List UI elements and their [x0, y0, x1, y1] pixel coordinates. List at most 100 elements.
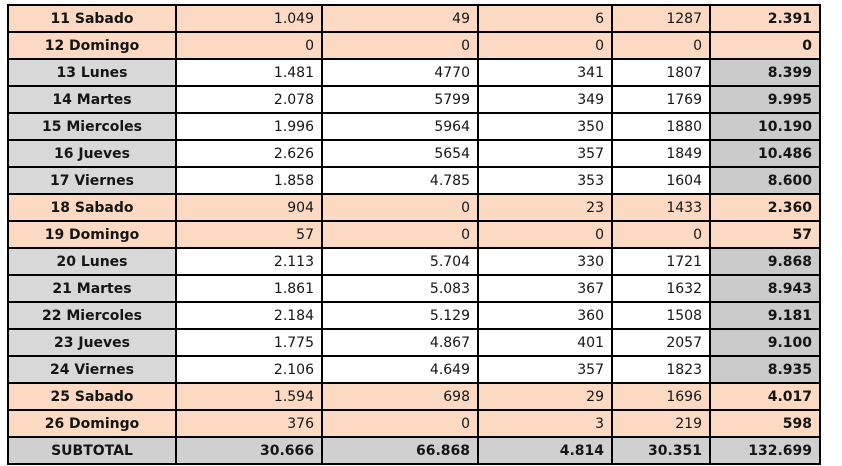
value-cell: 1823: [611, 355, 711, 384]
row-total-cell: 4.017: [709, 382, 821, 411]
value-cell: 1.049: [175, 4, 323, 33]
value-cell: 330: [477, 247, 613, 276]
value-cell: 0: [611, 31, 711, 60]
table-row: 12 Domingo 0 0 0 0 0: [7, 31, 821, 60]
value-cell: 0: [477, 220, 613, 249]
day-label-cell: 15 Miercoles: [7, 112, 177, 141]
table-row: 18 Sabado 904 0 23 1433 2.360: [7, 193, 821, 222]
value-cell: 1.594: [175, 382, 323, 411]
table-row: 21 Martes 1.861 5.083 367 1632 8.943: [7, 274, 821, 303]
value-cell: 5799: [321, 85, 479, 114]
value-cell: 367: [477, 274, 613, 303]
value-cell: 57: [175, 220, 323, 249]
table-row: 20 Lunes 2.113 5.704 330 1721 9.868: [7, 247, 821, 276]
table-row: 25 Sabado 1.594 698 29 1696 4.017: [7, 382, 821, 411]
value-cell: 1632: [611, 274, 711, 303]
table-row: 11 Sabado 1.049 49 6 1287 2.391: [7, 4, 821, 33]
table-row: 26 Domingo 376 0 3 219 598: [7, 409, 821, 438]
value-cell: 1.481: [175, 58, 323, 87]
row-total-cell: 9.100: [709, 328, 821, 357]
day-label-cell: 21 Martes: [7, 274, 177, 303]
day-label-cell: 24 Viernes: [7, 355, 177, 384]
value-cell: 1880: [611, 112, 711, 141]
value-cell: 5.129: [321, 301, 479, 330]
value-cell: 5.083: [321, 274, 479, 303]
row-total-cell: 0: [709, 31, 821, 60]
value-cell: 1769: [611, 85, 711, 114]
value-cell: 4.814: [477, 436, 613, 465]
row-total-cell: 2.391: [709, 4, 821, 33]
value-cell: 3: [477, 409, 613, 438]
table-row: 13 Lunes 1.481 4770 341 1807 8.399: [7, 58, 821, 87]
day-label-cell: 13 Lunes: [7, 58, 177, 87]
table-row: 24 Viernes 2.106 4.649 357 1823 8.935: [7, 355, 821, 384]
day-label-cell: 19 Domingo: [7, 220, 177, 249]
day-label-cell: 25 Sabado: [7, 382, 177, 411]
table-row: 23 Jueves 1.775 4.867 401 2057 9.100: [7, 328, 821, 357]
table-row: SUBTOTAL 30.666 66.868 4.814 30.351 132.699: [7, 436, 821, 465]
value-cell: 4.867: [321, 328, 479, 357]
value-cell: 2.106: [175, 355, 323, 384]
row-total-cell: 10.190: [709, 112, 821, 141]
value-cell: 357: [477, 355, 613, 384]
row-total-cell: 57: [709, 220, 821, 249]
value-cell: 357: [477, 139, 613, 168]
day-label-cell: 26 Domingo: [7, 409, 177, 438]
table-row: 22 Miercoles 2.184 5.129 360 1508 9.181: [7, 301, 821, 330]
value-cell: 1604: [611, 166, 711, 195]
value-cell: 350: [477, 112, 613, 141]
value-cell: 341: [477, 58, 613, 87]
day-label-cell: 20 Lunes: [7, 247, 177, 276]
value-cell: 5964: [321, 112, 479, 141]
value-cell: 0: [321, 193, 479, 222]
table-row: 14 Martes 2.078 5799 349 1769 9.995: [7, 85, 821, 114]
value-cell: 1287: [611, 4, 711, 33]
value-cell: 0: [321, 31, 479, 60]
value-cell: 219: [611, 409, 711, 438]
row-total-cell: 9.868: [709, 247, 821, 276]
value-cell: 2.626: [175, 139, 323, 168]
day-label-cell: 17 Viernes: [7, 166, 177, 195]
value-cell: 29: [477, 382, 613, 411]
row-total-cell: 8.935: [709, 355, 821, 384]
value-cell: 4.785: [321, 166, 479, 195]
value-cell: 4.649: [321, 355, 479, 384]
value-cell: 2057: [611, 328, 711, 357]
row-total-cell: 9.181: [709, 301, 821, 330]
value-cell: 904: [175, 193, 323, 222]
value-cell: 1.775: [175, 328, 323, 357]
value-cell: 4770: [321, 58, 479, 87]
day-label-cell: 22 Miercoles: [7, 301, 177, 330]
subtotal-label-cell: SUBTOTAL: [7, 436, 177, 465]
row-total-cell: 132.699: [709, 436, 821, 465]
value-cell: 2.113: [175, 247, 323, 276]
table-body: 11 Sabado 1.049 49 6 1287 2.391 12 Domingo 0 0 0 0…: [7, 4, 821, 465]
row-total-cell: 9.995: [709, 85, 821, 114]
value-cell: 401: [477, 328, 613, 357]
value-cell: 0: [321, 409, 479, 438]
value-cell: 66.868: [321, 436, 479, 465]
value-cell: 49: [321, 4, 479, 33]
value-cell: 360: [477, 301, 613, 330]
value-cell: 698: [321, 382, 479, 411]
value-cell: 353: [477, 166, 613, 195]
value-cell: 2.078: [175, 85, 323, 114]
value-cell: 1849: [611, 139, 711, 168]
row-total-cell: 2.360: [709, 193, 821, 222]
value-cell: 1.861: [175, 274, 323, 303]
row-total-cell: 10.486: [709, 139, 821, 168]
row-total-cell: 8.399: [709, 58, 821, 87]
value-cell: 1696: [611, 382, 711, 411]
value-cell: 5.704: [321, 247, 479, 276]
value-cell: 1.996: [175, 112, 323, 141]
row-total-cell: 8.600: [709, 166, 821, 195]
table-row: 16 Jueves 2.626 5654 357 1849 10.486: [7, 139, 821, 168]
day-label-cell: 16 Jueves: [7, 139, 177, 168]
table-row: 19 Domingo 57 0 0 0 57: [7, 220, 821, 249]
value-cell: 349: [477, 85, 613, 114]
value-cell: 5654: [321, 139, 479, 168]
table-row: 17 Viernes 1.858 4.785 353 1604 8.600: [7, 166, 821, 195]
day-label-cell: 18 Sabado: [7, 193, 177, 222]
day-label-cell: 14 Martes: [7, 85, 177, 114]
